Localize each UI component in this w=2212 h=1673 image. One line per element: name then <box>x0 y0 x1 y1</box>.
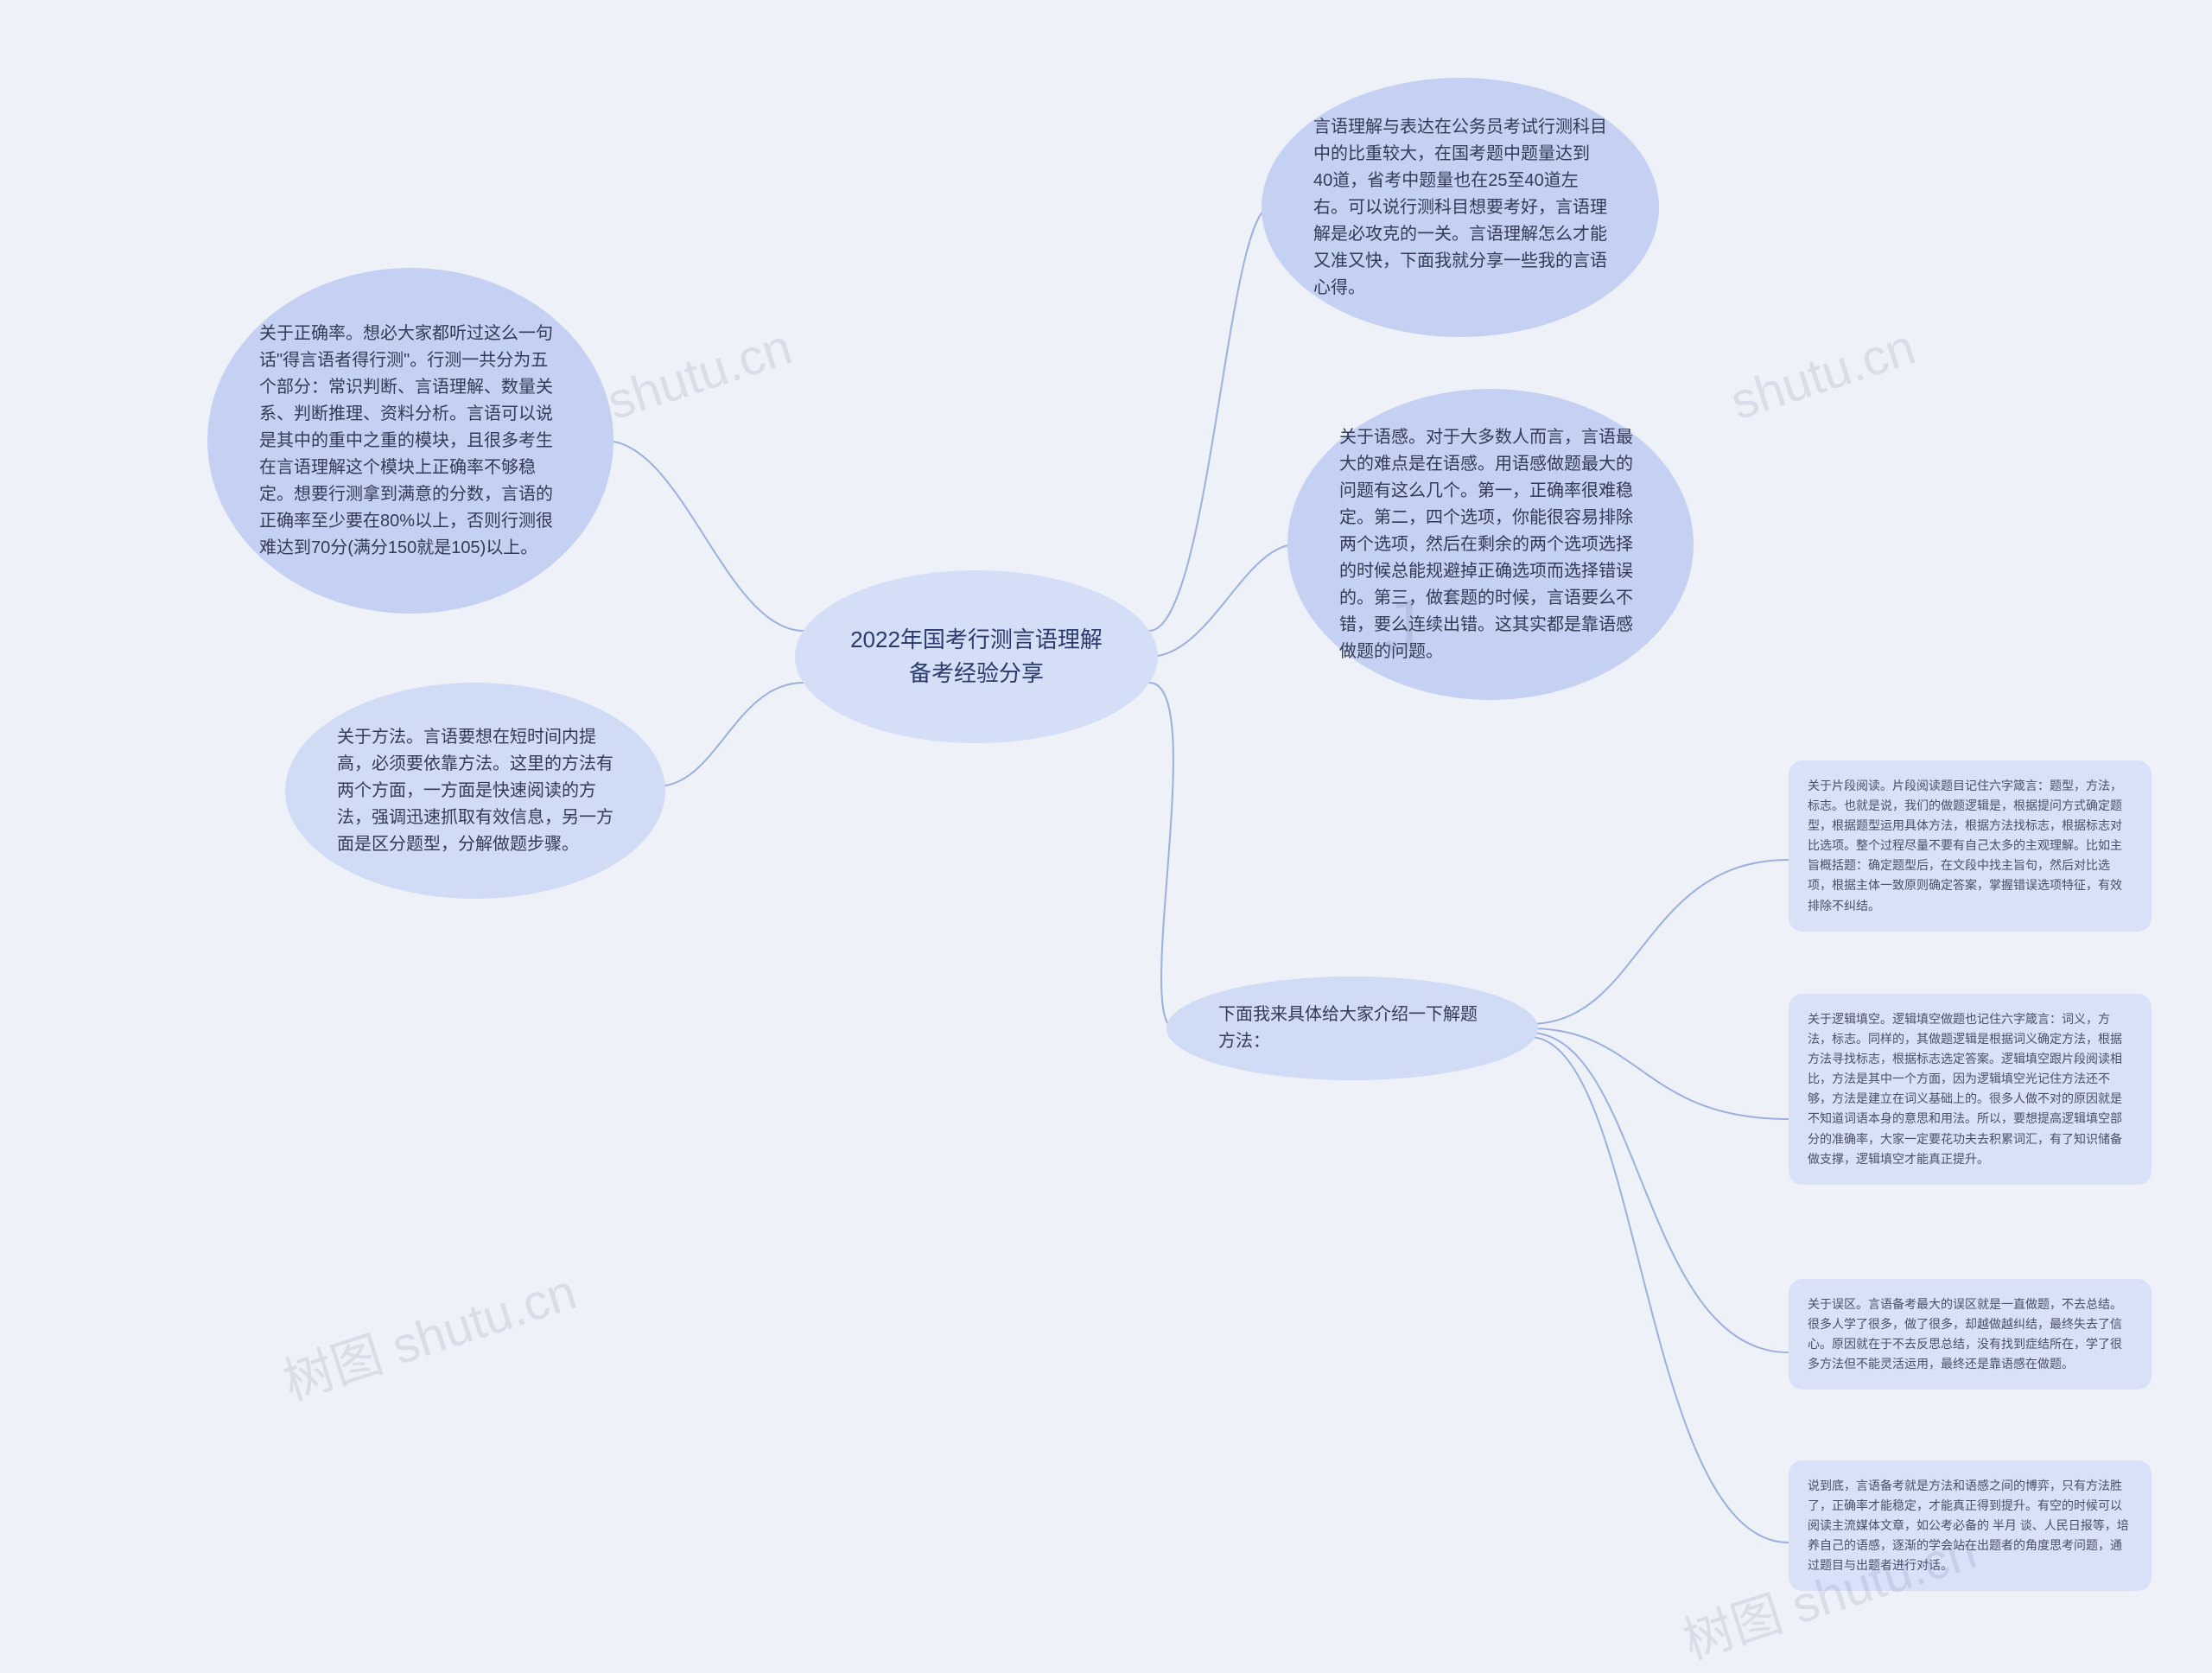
main-node-yugan[interactable]: 关于语感。对于大多数人而言，言语最大的难点是在语感。用语感做题最大的问题有这么几… <box>1287 389 1694 700</box>
main-node-methods-intro[interactable]: 下面我来具体给大家介绍一下解题方法： <box>1166 976 1538 1080</box>
sub-node-text: 关于误区。言语备考最大的误区就是一直做题，不去总结。很多人学了很多，做了很多，却… <box>1808 1295 2133 1374</box>
watermark: 树图 shutu.cn <box>273 1251 584 1414</box>
sub-node-wuqu[interactable]: 关于误区。言语备考最大的误区就是一直做题，不去总结。很多人学了很多，做了很多，却… <box>1789 1279 2152 1390</box>
main-node-accuracy[interactable]: 关于正确率。想必大家都听过这么一句话"得言语者得行测"。行测一共分为五个部分：常… <box>207 268 613 614</box>
sub-node-summary[interactable]: 说到底，言语备考就是方法和语感之间的博弈，只有方法胜了，正确率才能稳定，才能真正… <box>1789 1460 2152 1591</box>
main-node-text: 言语理解与表达在公务员考试行测科目中的比重较大，在国考题中题量达到40道，省考中… <box>1313 114 1607 302</box>
center-topic[interactable]: 2022年国考行测言语理解 备考经验分享 <box>795 570 1158 743</box>
sub-node-luoji[interactable]: 关于逻辑填空。逻辑填空做题也记住六字箴言：词义，方法，标志。同样的，其做题逻辑是… <box>1789 994 2152 1185</box>
main-node-intro[interactable]: 言语理解与表达在公务员考试行测科目中的比重较大，在国考题中题量达到40道，省考中… <box>1262 78 1659 337</box>
connector <box>1529 1028 1789 1119</box>
connector <box>1149 544 1296 657</box>
connector <box>657 683 804 786</box>
connector <box>1529 1037 1789 1543</box>
watermark: shutu.cn <box>1724 318 1922 431</box>
connector <box>1149 207 1270 631</box>
main-node-text: 下面我来具体给大家介绍一下解题方法： <box>1218 1002 1486 1055</box>
main-node-text: 关于方法。言语要想在短时间内提高，必须要依靠方法。这里的方法有两个方面，一方面是… <box>337 724 613 858</box>
watermark-text: shutu.cn <box>601 319 798 431</box>
watermark: shutu.cn <box>601 318 798 431</box>
watermark-text: shutu.cn <box>1724 319 1922 431</box>
sub-node-text: 说到底，言语备考就是方法和语感之间的博弈，只有方法胜了，正确率才能稳定，才能真正… <box>1808 1476 2133 1575</box>
sub-node-text: 关于逻辑填空。逻辑填空做题也记住六字箴言：词义，方法，标志。同样的，其做题逻辑是… <box>1808 1009 2133 1169</box>
center-topic-text: 2022年国考行测言语理解 备考经验分享 <box>850 623 1103 690</box>
sub-node-pianduan[interactable]: 关于片段阅读。片段阅读题目记住六字箴言：题型，方法，标志。也就是说，我们的做题逻… <box>1789 760 2152 932</box>
mindmap-canvas: 2022年国考行测言语理解 备考经验分享 言语理解与表达在公务员考试行测科目中的… <box>0 0 2212 1639</box>
main-node-text: 关于语感。对于大多数人而言，言语最大的难点是在语感。用语感做题最大的问题有这么几… <box>1339 424 1642 665</box>
main-node-method[interactable]: 关于方法。言语要想在短时间内提高，必须要依靠方法。这里的方法有两个方面，一方面是… <box>285 683 665 899</box>
connector <box>605 441 804 631</box>
watermark-text: 树图 shutu.cn <box>276 1263 582 1410</box>
connector <box>1529 860 1789 1024</box>
main-node-text: 关于正确率。想必大家都听过这么一句话"得言语者得行测"。行测一共分为五个部分：常… <box>259 321 562 562</box>
connector <box>1149 683 1175 1028</box>
sub-node-text: 关于片段阅读。片段阅读题目记住六字箴言：题型，方法，标志。也就是说，我们的做题逻… <box>1808 776 2133 916</box>
connector <box>1529 1033 1789 1352</box>
